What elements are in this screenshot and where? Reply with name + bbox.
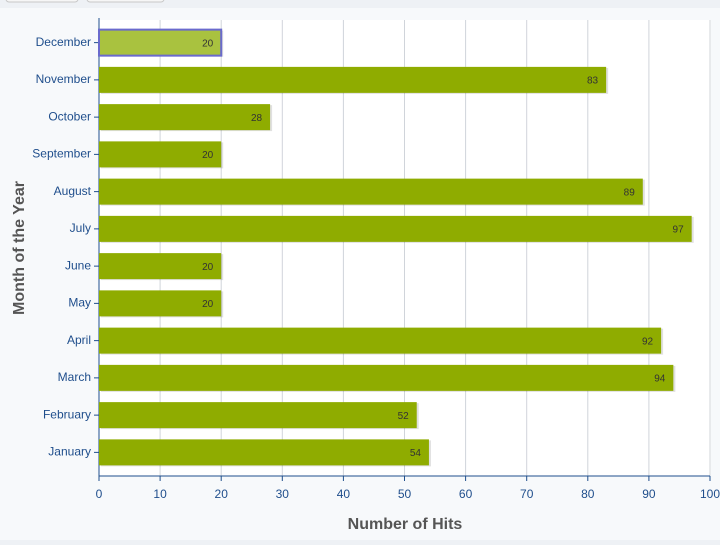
x-tick-label: 90: [642, 487, 656, 501]
bar: [99, 215, 692, 242]
y-tick-label: March: [58, 370, 91, 384]
y-tick-label: September: [32, 147, 91, 161]
bar: [99, 439, 429, 466]
value-label: 94: [654, 374, 666, 385]
x-tick-label: 80: [581, 487, 595, 501]
y-tick-label: April: [67, 333, 91, 347]
value-label: 83: [587, 76, 599, 87]
y-tick-label: July: [70, 221, 91, 235]
y-axis-title: Month of the Year: [11, 181, 28, 315]
y-tick-label: August: [54, 184, 92, 198]
bar: [99, 364, 674, 391]
value-label: 28: [251, 113, 263, 124]
x-tick-label: 40: [337, 487, 351, 501]
tab-button[interactable]: [5, 0, 79, 3]
y-tick-label: February: [43, 407, 91, 421]
bar: [99, 178, 643, 205]
x-tick-label: 20: [215, 487, 229, 501]
value-label: 20: [202, 299, 214, 310]
bar: [99, 327, 662, 354]
bar: [99, 141, 222, 168]
bar: [99, 104, 271, 131]
x-tick-label: 60: [459, 487, 473, 501]
value-label: 92: [642, 336, 654, 347]
tab-button[interactable]: [86, 0, 165, 3]
x-tick-label: 70: [520, 487, 534, 501]
value-label: 54: [410, 448, 422, 459]
x-axis-title: Number of Hits: [348, 516, 463, 533]
value-label: 89: [624, 187, 636, 198]
x-tick-label: 0: [96, 487, 103, 501]
value-label: 20: [202, 150, 214, 161]
y-tick-label: January: [48, 445, 91, 459]
y-tick-label: June: [65, 258, 91, 272]
value-label: 20: [202, 262, 214, 273]
x-tick-label: 50: [398, 487, 412, 501]
bar: [99, 253, 222, 280]
bar: [98, 28, 223, 57]
bar: [99, 66, 607, 93]
y-tick-label: December: [36, 35, 91, 49]
value-label: 20: [202, 38, 214, 49]
value-label: 97: [673, 225, 685, 236]
y-tick-label: May: [68, 296, 91, 310]
bar: [99, 402, 417, 429]
value-label: 52: [398, 411, 410, 422]
x-tick-label: 30: [276, 487, 290, 501]
x-tick-label: 100: [700, 487, 720, 501]
y-tick-label: October: [48, 109, 91, 123]
bar: [99, 290, 222, 317]
x-tick-label: 10: [153, 487, 167, 501]
y-tick-label: November: [36, 72, 91, 86]
